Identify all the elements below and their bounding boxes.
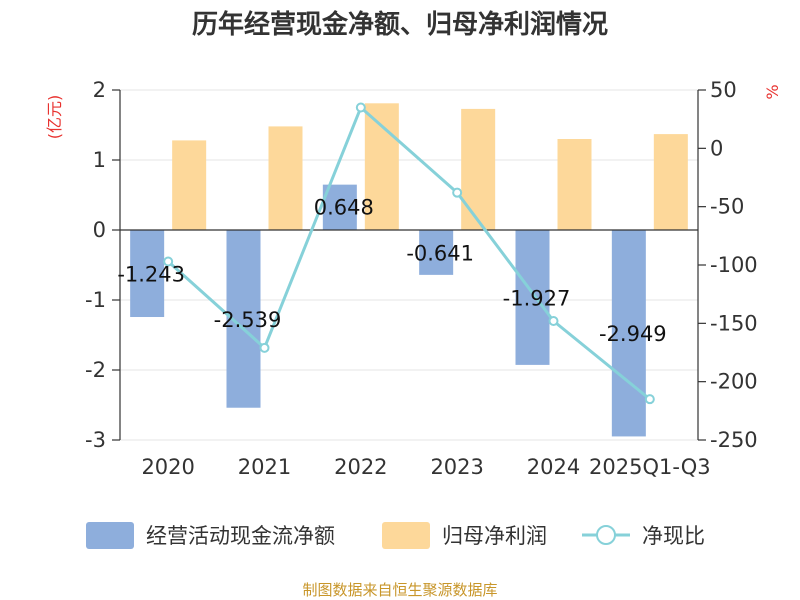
bar-netprofit <box>268 126 303 230</box>
right-tick-label: -50 <box>710 195 744 219</box>
right-tick-label: -250 <box>710 428 758 452</box>
ratio-line-path <box>167 104 651 401</box>
bar-cashflow <box>322 184 357 230</box>
legend-swatch-cashflow <box>86 522 134 549</box>
left-tick-label: -3 <box>85 428 106 452</box>
ratio-point <box>644 394 655 405</box>
legend-label-netprofit: 归母净利润 <box>442 524 547 548</box>
ratio-point <box>355 102 366 113</box>
ratio-point <box>259 342 270 353</box>
ratio-line <box>163 102 655 405</box>
ratio-point <box>163 256 174 267</box>
data-label: -1.927 <box>503 286 571 310</box>
bar-netprofit <box>557 139 592 230</box>
x-tick-label: 2022 <box>334 455 387 479</box>
source-note: 制图数据来自恒生聚源数据库 <box>302 581 497 599</box>
bar-cashflow <box>611 230 646 437</box>
right-tick-label: -150 <box>710 311 758 335</box>
x-tick-label: 2021 <box>238 455 291 479</box>
legend-swatch-netprofit <box>382 522 430 549</box>
legend: 经营活动现金流净额 归母净利润 净现比 <box>86 522 705 549</box>
left-tick-label: 0 <box>93 218 106 242</box>
data-label: -2.539 <box>214 308 282 332</box>
gridlines <box>120 89 698 441</box>
bar-cashflow <box>419 230 454 275</box>
left-tick-label: 2 <box>93 78 106 102</box>
left-tick-label: -2 <box>85 358 106 382</box>
legend-label-ratio: 净现比 <box>642 524 705 548</box>
right-tick-label: -100 <box>710 253 758 277</box>
x-tick-label: 2024 <box>527 455 580 479</box>
bars <box>130 103 688 437</box>
bar-cashflow <box>130 230 165 318</box>
data-label: -0.641 <box>406 241 474 265</box>
bar-cashflow <box>515 230 550 365</box>
ratio-point <box>452 187 463 198</box>
bar-netprofit <box>172 140 207 230</box>
left-axis-unit: (亿元) <box>45 95 64 140</box>
right-tick-label: 0 <box>710 136 723 160</box>
bar-netprofit <box>461 108 496 230</box>
x-tick-label: 2025Q1-Q3 <box>589 455 711 479</box>
legend-label-cashflow: 经营活动现金流净额 <box>146 524 335 548</box>
data-label: 0.648 <box>314 196 374 220</box>
x-tick-label: 2023 <box>430 455 483 479</box>
right-tick-label: 50 <box>710 78 737 102</box>
data-label: -2.949 <box>599 322 667 346</box>
legend-swatch-ratio-marker <box>596 525 616 545</box>
right-tick-label: -200 <box>710 370 758 394</box>
ratio-point <box>548 316 559 326</box>
data-label: -1.243 <box>117 263 185 287</box>
bar-netprofit <box>653 134 688 230</box>
left-tick-label: -1 <box>85 288 106 312</box>
right-axis-unit: % <box>763 84 782 99</box>
left-tick-label: 1 <box>93 148 106 172</box>
x-tick-label: 2020 <box>141 455 194 479</box>
axes: 2 1 0 -1 -2 -3 50 0 -50 -100 -150 -200 -250 2020 2021 2… <box>85 78 758 479</box>
chart-title: 历年经营现金净额、归母净利润情况 <box>192 9 608 40</box>
data-labels: -1.243 -2.539 0.648 -0.641 -1.927 -2.949 <box>117 196 666 347</box>
